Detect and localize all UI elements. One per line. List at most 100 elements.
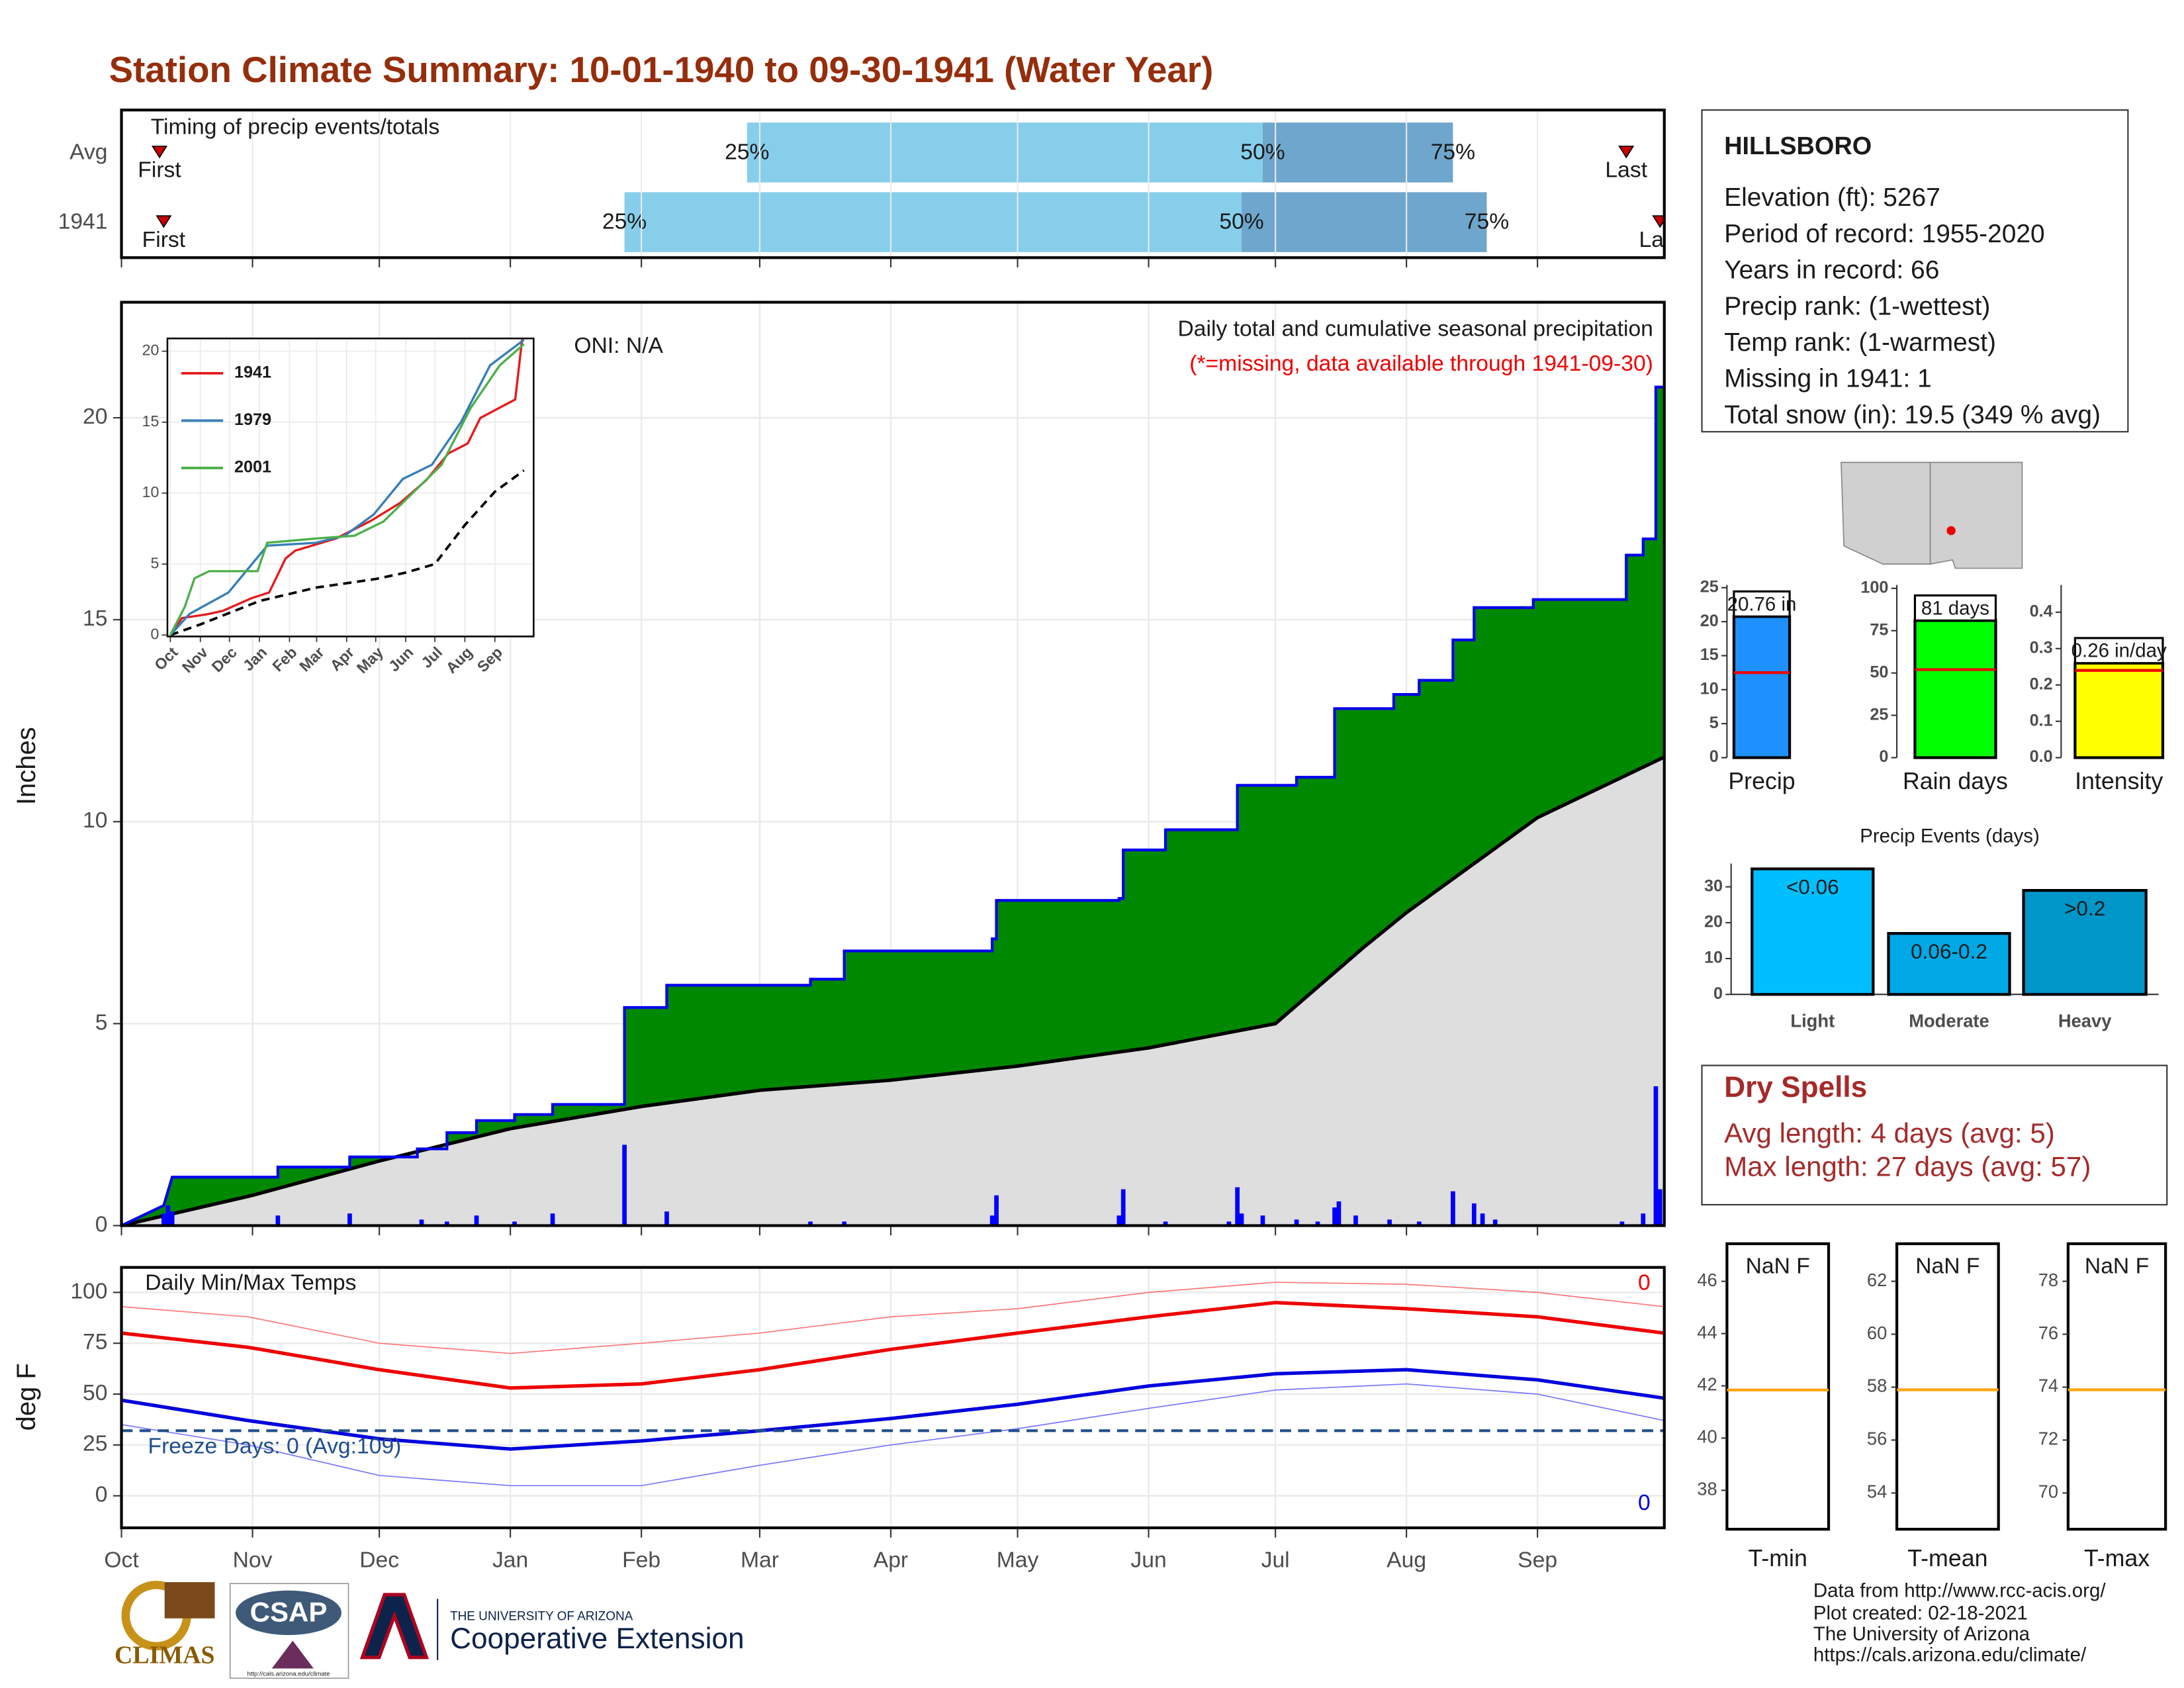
daily-bar xyxy=(1239,1213,1244,1226)
daily-bar xyxy=(161,1213,166,1226)
value-label-box xyxy=(1733,590,1791,618)
y-tick-label: 54 xyxy=(1867,1481,1887,1502)
y-tick-label: 44 xyxy=(1697,1322,1717,1342)
locator-map xyxy=(1838,459,2026,571)
csap-text: CSAP xyxy=(250,1597,328,1628)
footer-line: Data from http://www.rcc-acis.org/ xyxy=(1813,1580,2106,1602)
event-label: First xyxy=(142,228,186,252)
info-line: Missing in 1941: 1 xyxy=(1724,365,1932,393)
event-label: First xyxy=(138,158,181,183)
dry-spells-line: Max length: 27 days (avg: 57) xyxy=(1724,1150,2091,1182)
y-tick-label: 25 xyxy=(1870,705,1888,724)
dry-spells-title: Dry Spells xyxy=(1724,1071,1867,1103)
value-label-box xyxy=(1913,594,1997,622)
panel-title: Timing of precip events/totals xyxy=(151,115,439,139)
quartile-label: 25% xyxy=(725,140,769,164)
climas-text: CLIMAS xyxy=(114,1641,214,1669)
legend-label: 2001 xyxy=(234,458,271,477)
y-tick-label: 30 xyxy=(1704,876,1723,895)
bar-label: >0.2 xyxy=(2064,896,2105,920)
panel-frame xyxy=(120,1266,1666,1530)
gauge-box xyxy=(1895,1242,2000,1531)
y-tick-label: 0.2 xyxy=(2030,675,2053,693)
bar xyxy=(1887,932,2011,996)
value-label-box xyxy=(2073,637,2164,665)
panel-frame xyxy=(120,301,1666,1227)
bar-label: 0.06-0.2 xyxy=(1911,939,1987,963)
daily-bar xyxy=(1332,1207,1337,1226)
oni-annotation: ONI: N/A xyxy=(574,334,663,358)
row-label: 1941 xyxy=(58,210,108,234)
daily-bar xyxy=(1471,1203,1477,1226)
timeline-clip: 25% 50% 75% First Last 25% 50% 75% First Last xyxy=(138,122,1664,252)
daily-bar xyxy=(1120,1189,1126,1226)
daily-bar xyxy=(1641,1213,1646,1226)
dry-spells-line: Avg length: 4 days (avg: 5) xyxy=(1724,1117,2055,1149)
daily-bar xyxy=(622,1145,627,1226)
daily-bar xyxy=(169,1211,175,1226)
quartile-bar xyxy=(1262,122,1453,183)
dry-spells-box xyxy=(1701,1064,2168,1205)
y-tick-label: 0 xyxy=(1709,747,1719,766)
y-tick-label: 15 xyxy=(83,606,107,631)
daily-bar xyxy=(1492,1219,1498,1226)
daily-bar xyxy=(808,1221,813,1226)
y-tick-label: 75 xyxy=(83,1330,107,1354)
category-label: Moderate xyxy=(1909,1011,1989,1031)
daily-bar xyxy=(275,1215,281,1226)
event-marker xyxy=(156,215,172,228)
daily-bar xyxy=(989,1215,995,1226)
csap-url: http://cals.arizona.edu/climate xyxy=(247,1670,330,1677)
y-tick-label: 10 xyxy=(142,483,159,500)
daily-bar xyxy=(1226,1221,1232,1226)
y-tick-label: 0.1 xyxy=(2030,711,2053,729)
y-tick-label: 70 xyxy=(2038,1481,2058,1502)
bar xyxy=(1732,615,1792,759)
y-tick-label: 58 xyxy=(1867,1376,1887,1396)
quartile-label: 25% xyxy=(602,210,647,234)
max-count: 0 xyxy=(1638,1271,1651,1295)
daily-bar xyxy=(1451,1191,1455,1226)
daily-bar xyxy=(419,1219,424,1226)
value-label: NaN F xyxy=(1915,1254,1979,1278)
y-tick-label: 0.3 xyxy=(2030,638,2053,657)
daily-bar xyxy=(1353,1215,1358,1226)
inset-bg xyxy=(167,338,534,637)
climas-logo: CLIMAS xyxy=(114,1580,215,1669)
category-label: Intensity xyxy=(2075,768,2163,794)
y-tick-label: 75 xyxy=(1870,620,1888,639)
daily-bar xyxy=(1336,1201,1342,1226)
y-tick-label: 15 xyxy=(1700,645,1719,664)
extension-text: Cooperative Extension xyxy=(450,1622,744,1655)
daily-bar xyxy=(347,1213,352,1226)
y-tick-label: 0 xyxy=(95,1212,108,1237)
average-area xyxy=(121,757,1664,1226)
bar xyxy=(1913,619,1997,759)
category-label: T-min xyxy=(1749,1545,1807,1571)
y-tick-label: 38 xyxy=(1697,1479,1717,1499)
daily-bar xyxy=(1315,1221,1320,1226)
x-tick-label: May xyxy=(997,1548,1039,1572)
y-tick-label: 10 xyxy=(83,808,107,833)
daily-bar xyxy=(1387,1219,1392,1226)
y-tick-label: 5 xyxy=(150,554,159,571)
daily-bar xyxy=(512,1221,517,1226)
y-tick-label: 20 xyxy=(83,404,107,429)
legend-label: 1979 xyxy=(234,410,271,429)
y-tick-label: 0.4 xyxy=(2030,602,2053,621)
bar xyxy=(1751,867,1875,996)
daily-bar xyxy=(474,1215,479,1226)
y-tick-label: 42 xyxy=(1697,1374,1717,1395)
daily-bar xyxy=(1416,1221,1422,1226)
footer-line: The University of Arizona xyxy=(1813,1623,2030,1645)
cumulative-area xyxy=(121,387,1664,1226)
y-tick-label: 5 xyxy=(95,1010,108,1035)
y-tick-label: 25 xyxy=(1700,577,1719,596)
y-tick-label: 25 xyxy=(83,1432,107,1456)
event-marker xyxy=(1618,146,1635,159)
panel-frame xyxy=(120,109,1666,259)
value-label: NaN F xyxy=(2085,1254,2149,1278)
bar xyxy=(2022,888,2148,996)
y-tick-label: 0 xyxy=(150,625,159,642)
